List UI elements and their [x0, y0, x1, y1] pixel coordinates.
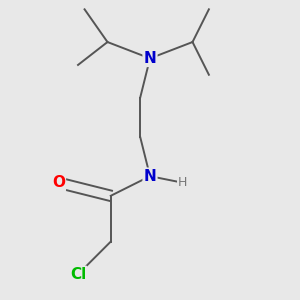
Text: N: N [144, 51, 156, 66]
Text: N: N [144, 169, 156, 184]
Text: Cl: Cl [70, 267, 86, 282]
Text: O: O [52, 175, 65, 190]
Text: H: H [178, 176, 188, 189]
